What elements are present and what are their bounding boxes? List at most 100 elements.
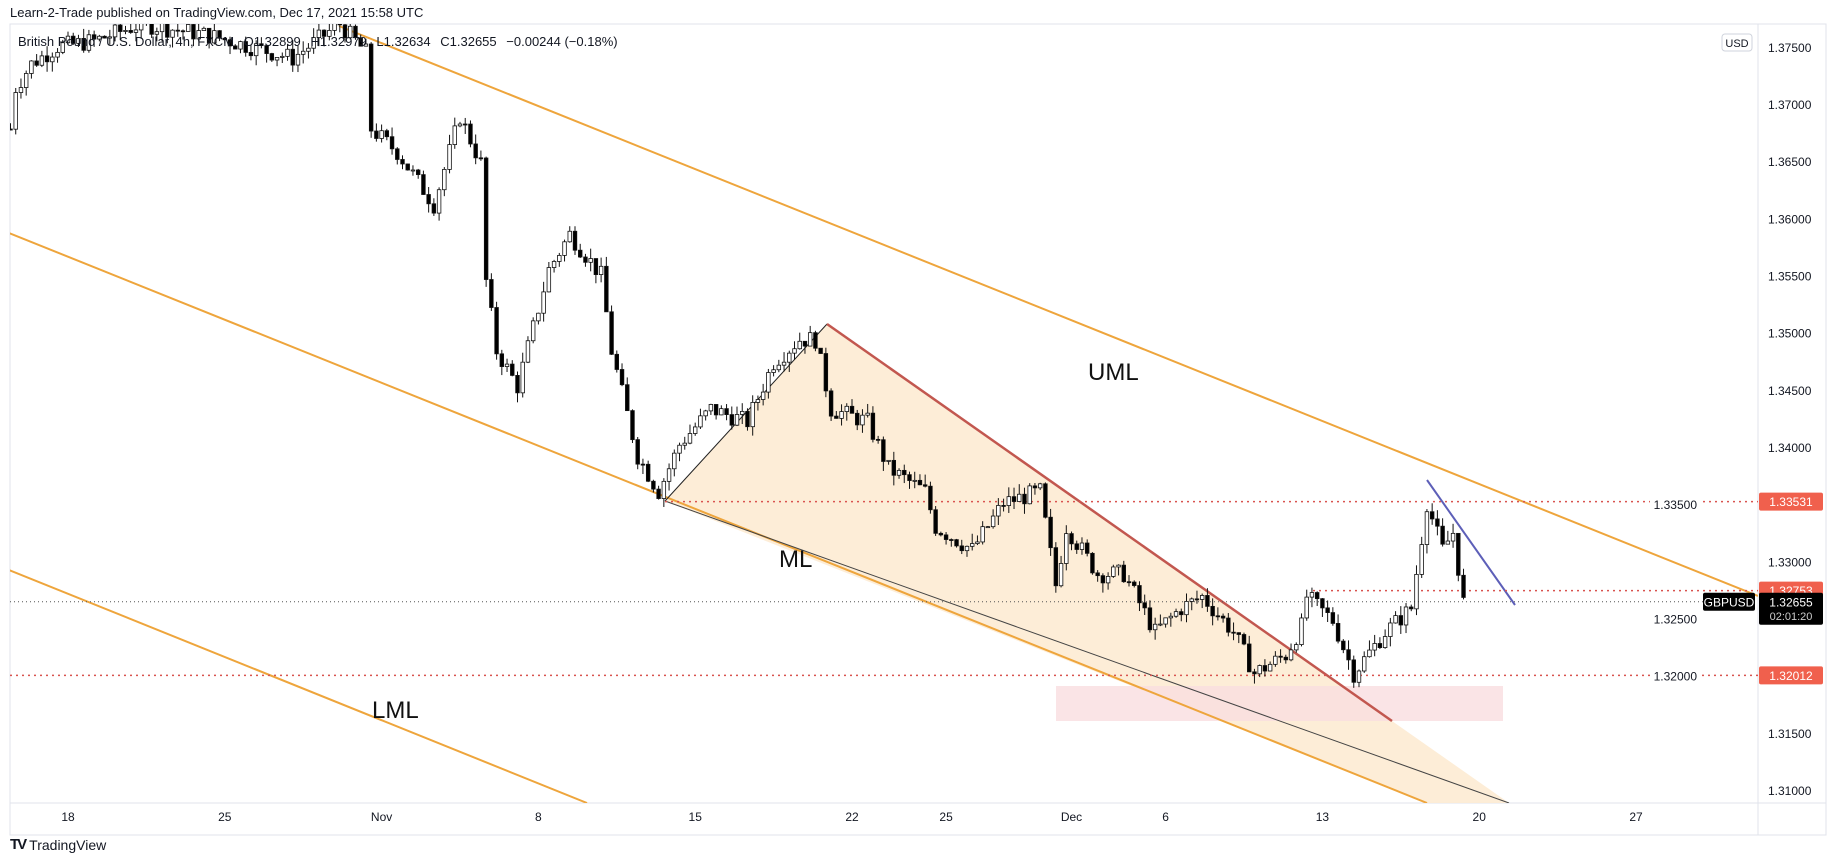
candle-up — [996, 505, 1001, 517]
candle-down — [823, 353, 829, 392]
candle-up — [557, 255, 562, 262]
candle-down — [515, 374, 520, 394]
candle-down — [1100, 575, 1106, 584]
candle-up — [1445, 540, 1451, 545]
candle-down — [290, 48, 295, 66]
candle-down — [943, 534, 949, 540]
legend-symbol: British Pound / U.S. Dollar, 4h, FXCM — [18, 34, 235, 49]
candle-up — [1105, 576, 1111, 584]
candle-down — [128, 30, 133, 33]
candle-up — [886, 459, 891, 462]
candle-down — [499, 353, 505, 367]
candle-down — [510, 363, 515, 376]
candle-up — [551, 261, 557, 268]
candle-down — [828, 390, 834, 417]
wedge-upper-trendline — [826, 322, 1393, 723]
time-tick-label: 27 — [1629, 810, 1643, 824]
candle-down — [494, 307, 499, 355]
candle-down — [1194, 598, 1200, 601]
candle-up — [327, 30, 332, 37]
candle-up — [682, 442, 687, 446]
candle-up — [154, 31, 160, 35]
logo-text: TradingView — [29, 836, 107, 853]
price-tick-backing — [1650, 668, 1700, 685]
candle-down — [907, 474, 912, 481]
candle-up — [107, 36, 113, 39]
candle-down — [1377, 643, 1383, 649]
candle-down — [614, 353, 619, 370]
wedge-fill — [665, 324, 1509, 803]
candle-up — [1419, 544, 1424, 575]
candle-up — [13, 92, 18, 130]
candle-down — [233, 45, 238, 50]
ml-label: ML — [779, 546, 812, 573]
candle-up — [661, 480, 667, 499]
candle-up — [138, 24, 144, 31]
candle-down — [1179, 611, 1184, 616]
candle-up — [1006, 496, 1011, 506]
candle-up — [567, 230, 572, 243]
candle-down — [463, 123, 468, 126]
candle-down — [917, 479, 923, 486]
candle-up — [760, 391, 766, 400]
candle-down — [1262, 665, 1268, 672]
candle-up — [97, 35, 102, 40]
candle-up — [530, 320, 536, 342]
candle-down — [1398, 615, 1403, 626]
candle-down — [165, 24, 170, 38]
candle-up — [985, 526, 991, 529]
candle-up — [1356, 670, 1362, 683]
candle-up — [170, 29, 175, 38]
candle-down — [149, 24, 154, 35]
candle-down — [1095, 572, 1100, 577]
candle-up — [76, 38, 81, 44]
candle-up — [1304, 596, 1309, 619]
candle-down — [1330, 612, 1336, 624]
price-tick-label: 1.31500 — [1768, 727, 1812, 741]
candle-down — [1346, 649, 1351, 661]
time-tick-label: 22 — [845, 810, 859, 824]
candle-up — [363, 43, 369, 47]
candle-up — [807, 332, 813, 347]
tradingview-logo-icon: TV — [10, 836, 27, 853]
price-tick-label: 1.33000 — [1768, 555, 1812, 569]
candle-down — [1325, 607, 1330, 613]
upper-median-line — [338, 25, 1758, 597]
candle-up — [379, 130, 384, 139]
level-price-badge — [1759, 666, 1823, 685]
symbol-legend: British Pound / U.S. Dollar, 4h, FXCM O1… — [18, 34, 624, 49]
candle-up — [1393, 615, 1398, 624]
time-tick-label: 25 — [218, 810, 232, 824]
candle-down — [175, 29, 180, 32]
tradingview-logo[interactable]: TV TradingView — [10, 836, 106, 853]
candle-down — [222, 37, 227, 41]
candle-up — [1382, 636, 1388, 649]
candle-down — [400, 159, 405, 165]
price-tick-label: 1.36000 — [1768, 212, 1812, 226]
candle-down — [593, 258, 599, 275]
chart-frame — [9, 23, 1827, 836]
candle-down — [609, 311, 614, 355]
candle-down — [604, 265, 609, 313]
candle-down — [1440, 525, 1445, 545]
last-price-badge — [1759, 592, 1823, 625]
price-tick-label: 1.31000 — [1768, 784, 1812, 798]
candle-down — [724, 408, 729, 415]
candle-down — [71, 35, 76, 44]
candle-up — [436, 189, 442, 214]
candle-up — [781, 361, 787, 366]
candle-up — [1403, 606, 1409, 626]
candle-down — [855, 412, 860, 426]
candle-up — [1017, 493, 1022, 502]
candle-up — [792, 348, 797, 354]
median-line — [10, 232, 1428, 803]
price-tick-label: 1.33500 — [1654, 498, 1698, 512]
candle-up — [285, 48, 290, 57]
candle-down — [1022, 493, 1027, 505]
candle-down — [949, 539, 954, 541]
candle-up — [348, 25, 353, 39]
candle-up — [410, 169, 416, 172]
candle-up — [865, 412, 870, 416]
candle-down — [1314, 592, 1320, 600]
